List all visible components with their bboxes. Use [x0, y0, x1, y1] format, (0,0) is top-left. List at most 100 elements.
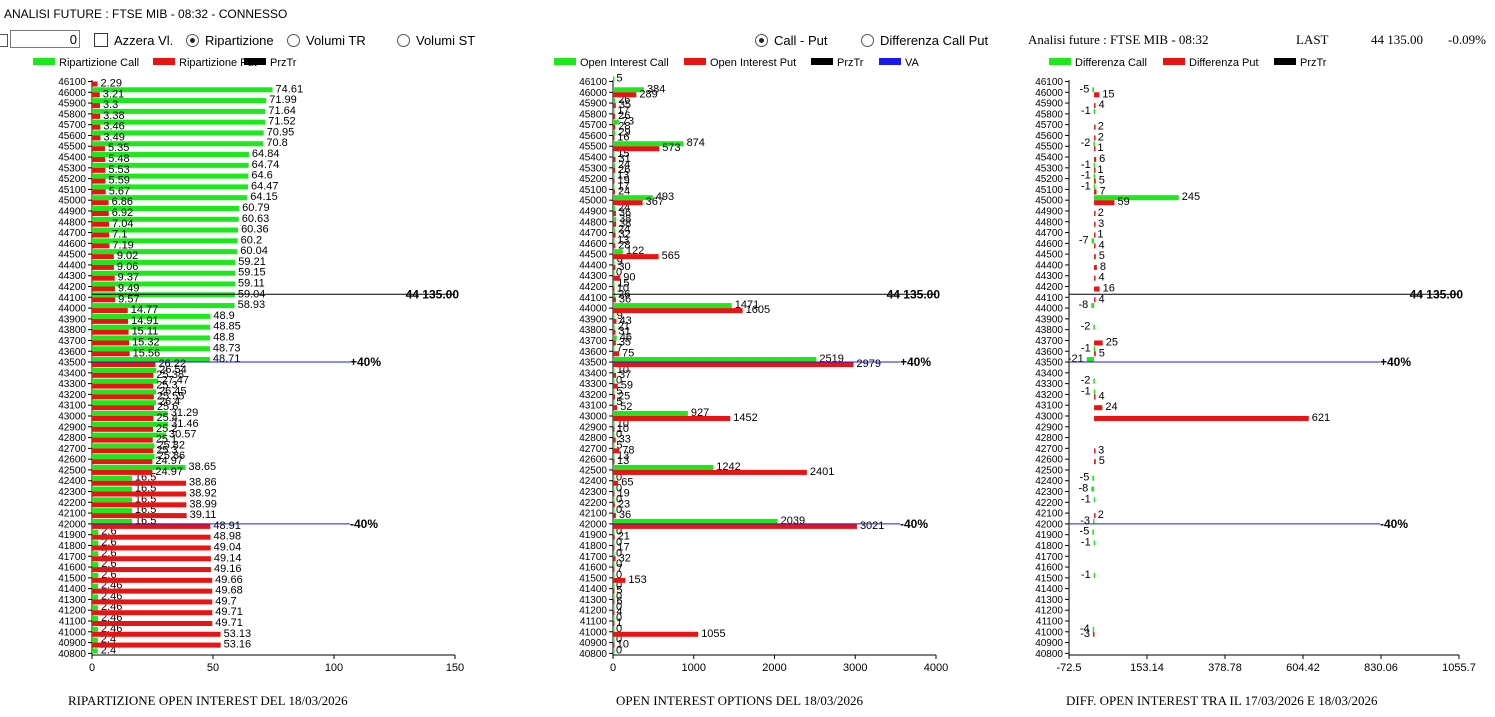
- call-value-label: 0: [616, 493, 622, 505]
- put-value-label: 2979: [857, 358, 881, 370]
- radio-diff-call-put[interactable]: Differenza Call Put: [861, 33, 988, 48]
- put-value-label: 7: [1099, 185, 1105, 197]
- call-value-label: -5: [1080, 83, 1090, 95]
- legend-swatch: [879, 58, 901, 65]
- put-value-label: 2401: [810, 466, 834, 478]
- put-value-label: 38.99: [189, 498, 217, 510]
- call-value-label: 26.4: [159, 396, 180, 408]
- call-value-label: 64.15: [250, 191, 278, 203]
- put-value-label: 75: [622, 347, 634, 359]
- put-value-label: 53.13: [224, 628, 252, 640]
- strike-label: 45800: [1035, 109, 1063, 120]
- azzera-checkbox[interactable]: Azzera Vl.: [94, 33, 173, 48]
- put-bar: [92, 383, 154, 389]
- call-bar: [613, 464, 714, 470]
- put-bar: [1094, 264, 1097, 270]
- call-bar: [613, 152, 615, 158]
- x-tick-label: 2000: [762, 662, 786, 674]
- put-bar: [92, 610, 213, 616]
- radio-call-put-label: Call - Put: [774, 33, 828, 48]
- strike-label: 44500: [579, 250, 607, 261]
- call-value-label: 13: [617, 234, 629, 246]
- x-tick-label: 0: [610, 662, 616, 674]
- put-value-label: 48.98: [214, 531, 242, 543]
- strike-label: 44700: [58, 228, 86, 239]
- call-bar: [613, 637, 615, 643]
- strike-label: 43500: [579, 358, 607, 369]
- call-bar: [1092, 475, 1095, 481]
- strike-label: 45100: [58, 185, 86, 196]
- call-value-label: 38.65: [189, 461, 217, 473]
- put-bar: [92, 167, 106, 173]
- put-value-label: 25.2: [156, 423, 177, 435]
- put-bar: [1094, 178, 1096, 184]
- call-value-label: -1: [1081, 385, 1091, 397]
- radio-call-put[interactable]: Call - Put: [755, 33, 827, 48]
- x-tick-label: 1055.7: [1442, 662, 1476, 674]
- put-bar: [92, 351, 130, 357]
- strike-label: 46000: [579, 88, 607, 99]
- legend-swatch: [1163, 58, 1185, 65]
- put-value-label: 16: [1103, 283, 1115, 295]
- call-bar: [613, 184, 615, 190]
- va-line-label: -40%: [350, 517, 378, 531]
- call-value-label: -5: [1080, 472, 1090, 484]
- call-bar: [92, 486, 132, 492]
- put-bar: [92, 362, 156, 368]
- call-value-label: 21: [618, 321, 630, 333]
- radio-volumi-st[interactable]: Volumi ST: [397, 33, 475, 48]
- strike-label: 41600: [1035, 563, 1063, 574]
- call-bar: [92, 605, 98, 611]
- put-value-label: 367: [646, 196, 664, 208]
- strike-label: 45600: [58, 131, 86, 142]
- strike-label: 45600: [1035, 131, 1063, 142]
- put-bar: [92, 459, 153, 465]
- last-label: LAST: [1296, 32, 1329, 47]
- put-value-label: 25.4: [156, 412, 177, 424]
- put-bar: [1094, 200, 1115, 206]
- call-bar: [92, 562, 99, 568]
- put-value-label: 6.86: [112, 196, 133, 208]
- put-bar: [613, 243, 616, 249]
- strike-label: 46100: [58, 77, 86, 88]
- call-bar: [92, 162, 249, 168]
- radio-ripartizione[interactable]: Ripartizione: [186, 33, 274, 48]
- call-bar: [92, 205, 240, 211]
- va-line-label: +40%: [1380, 355, 1411, 369]
- put-bar: [92, 621, 213, 626]
- call-bar: [613, 281, 615, 287]
- strike-label: 44400: [1035, 260, 1063, 271]
- put-bar: [613, 426, 615, 432]
- number-input[interactable]: 0: [10, 30, 80, 48]
- put-bar: [613, 254, 659, 260]
- put-bar: [1094, 167, 1096, 173]
- left-checkbox[interactable]: [0, 34, 8, 47]
- put-bar: [613, 372, 616, 378]
- put-bar: [613, 513, 616, 519]
- call-bar: [613, 508, 615, 514]
- put-value-label: 36: [619, 207, 631, 219]
- call-bar: [1092, 87, 1095, 93]
- call-value-label: 17: [617, 105, 629, 117]
- put-bar: [613, 437, 616, 443]
- put-bar: [92, 200, 109, 206]
- radio-volumi-tr[interactable]: Volumi TR: [287, 33, 366, 48]
- call-value-label: 74.61: [276, 83, 304, 95]
- put-value-label: 15.32: [132, 336, 160, 348]
- call-value-label: 13: [617, 450, 629, 462]
- put-bar: [92, 469, 153, 475]
- chart-title-open-interest: OPEN INTEREST OPTIONS DEL 18/03/2026: [616, 693, 863, 708]
- put-bar: [92, 631, 221, 637]
- legend-swatch: [244, 58, 266, 65]
- put-bar: [613, 210, 616, 216]
- call-value-label: 0: [616, 569, 622, 581]
- put-bar: [92, 642, 221, 648]
- call-bar: [92, 216, 239, 222]
- call-bar: [92, 432, 166, 438]
- call-bar: [1093, 173, 1096, 179]
- put-value-label: 9.57: [118, 293, 139, 305]
- call-bar: [92, 583, 98, 589]
- call-bar: [92, 335, 211, 341]
- call-bar: [92, 227, 239, 233]
- call-value-label: 384: [647, 83, 665, 95]
